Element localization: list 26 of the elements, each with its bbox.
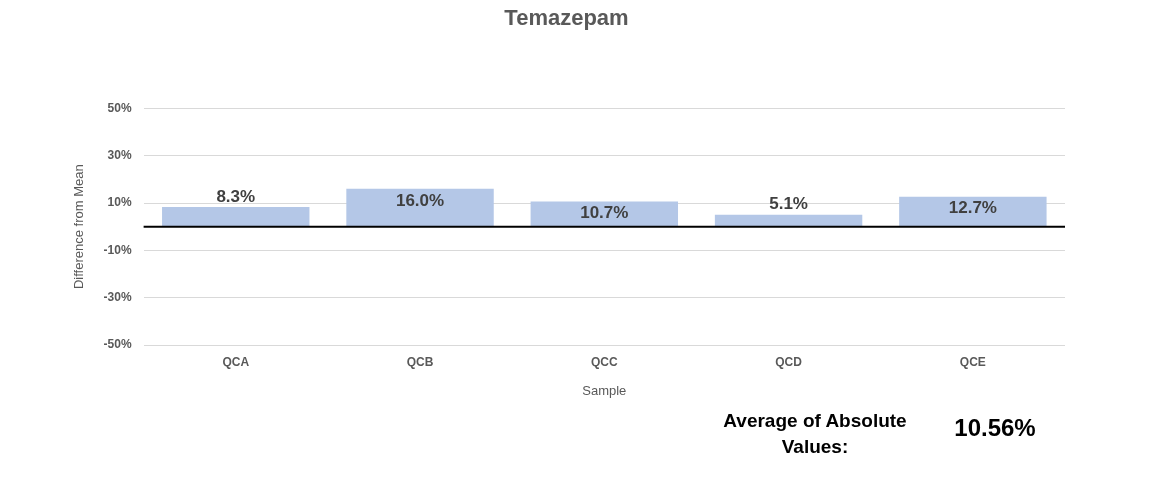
y-tick-label: 10% (107, 195, 132, 210)
y-tick-label: 30% (107, 148, 132, 163)
y-axis-title: Difference from Mean (71, 164, 87, 290)
bar (530, 201, 679, 227)
x-tick-label: QCA (222, 354, 250, 369)
x-axis-title: Sample (582, 382, 627, 398)
bar (714, 214, 863, 227)
data-label: 5.1% (769, 194, 808, 214)
x-tick-label: QCE (959, 354, 986, 369)
x-tick-label: QCD (775, 354, 803, 369)
bar (162, 207, 310, 227)
y-tick-label: 50% (107, 100, 132, 115)
chart-title: Temazepam (504, 5, 629, 31)
y-tick-label: -10% (103, 242, 132, 257)
x-tick-label: QCC (590, 354, 618, 369)
data-label: 16.0% (395, 190, 445, 210)
bar (346, 188, 494, 227)
x-tick-label: QCB (406, 354, 434, 369)
y-tick-label: -30% (103, 289, 132, 304)
data-label: 8.3% (216, 186, 256, 206)
text: 10.56% (953, 414, 1037, 442)
data-label: 12.7% (948, 198, 997, 218)
bar (899, 196, 1047, 227)
y-tick-label: -50% (103, 337, 132, 352)
text: Average of Absolute Values: (722, 409, 908, 459)
data-label: 10.7% (580, 203, 629, 223)
